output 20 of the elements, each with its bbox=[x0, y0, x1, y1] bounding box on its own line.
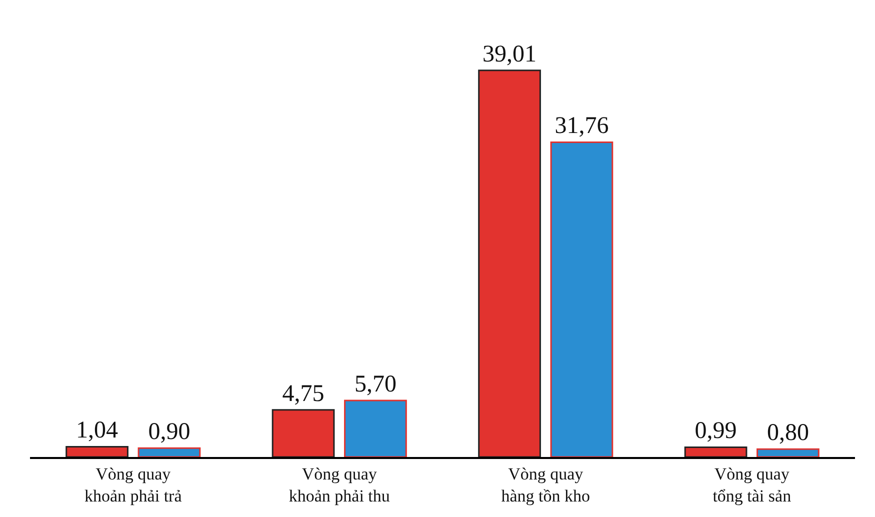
data-label: 39,01 bbox=[482, 41, 537, 68]
bar bbox=[756, 448, 820, 457]
data-label: 0,90 bbox=[148, 419, 190, 446]
bar bbox=[550, 141, 614, 457]
data-label: 4,75 bbox=[282, 380, 324, 407]
x-tick-label: Vòng quay khoản phải thu bbox=[288, 464, 390, 506]
data-label: 0,99 bbox=[694, 418, 737, 444]
x-tick-label: Vòng quay hàng tồn kho bbox=[501, 464, 590, 506]
bar bbox=[138, 447, 201, 457]
bar bbox=[66, 446, 128, 457]
data-label: 1,04 bbox=[76, 418, 118, 444]
data-label: 0,80 bbox=[766, 420, 809, 446]
bar bbox=[272, 409, 335, 457]
data-label: 5,70 bbox=[354, 372, 396, 398]
x-tick-label: Vòng quay khoản phải trả bbox=[84, 464, 182, 506]
x-tick-label: Vòng quay tổng tài sản bbox=[712, 464, 792, 506]
bar bbox=[478, 70, 541, 457]
bar bbox=[684, 446, 748, 457]
bar bbox=[344, 400, 407, 457]
data-label: 31,76 bbox=[554, 113, 609, 140]
